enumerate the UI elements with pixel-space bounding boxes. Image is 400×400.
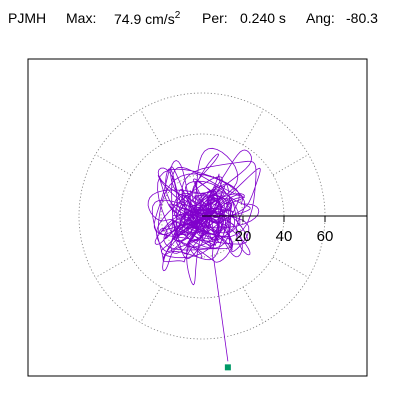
max-value-text: 74.9 cm/s — [114, 11, 175, 27]
axis-layer: 20 40 60 — [202, 215, 367, 245]
radial-spoke-210 — [95, 256, 132, 278]
end-point-marker — [224, 364, 231, 371]
radial-spoke-150 — [95, 154, 132, 176]
radial-spoke-300 — [242, 286, 264, 323]
radial-axis-label-40: 40 — [276, 228, 293, 245]
trace-layer — [147, 147, 261, 371]
chart-header: PJMH Max: 74.9 cm/s2 Per: 0.240 s Ang: -… — [0, 10, 400, 38]
max-value: 74.9 cm/s2 — [114, 10, 180, 27]
max-unit-exponent: 2 — [174, 10, 181, 21]
station-code: PJMH — [8, 10, 47, 26]
radial-axis-label-20: 20 — [235, 228, 252, 245]
per-label: Per: — [202, 10, 228, 26]
radial-spoke-60 — [242, 109, 264, 146]
ang-label: Ang: — [306, 10, 335, 26]
max-label: Max: — [66, 10, 97, 26]
ang-value: -80.3 — [346, 10, 378, 26]
radial-spoke-240 — [140, 286, 162, 323]
per-value: 0.240 s — [240, 10, 286, 26]
radial-spoke-30 — [272, 154, 309, 176]
radial-axis-label-60: 60 — [317, 228, 334, 245]
motion-trace-line — [147, 147, 261, 362]
radial-spoke-330 — [272, 256, 309, 278]
radial-spoke-120 — [140, 109, 162, 146]
